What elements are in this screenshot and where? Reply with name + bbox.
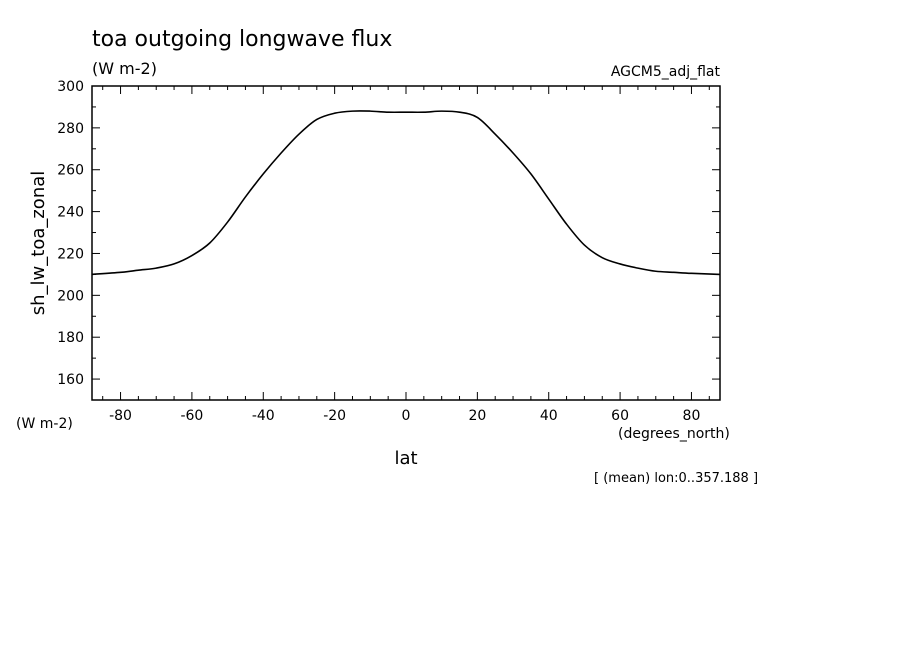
series-line-0	[91, 110, 721, 276]
series-group	[91, 110, 721, 276]
y-tick-label: 180	[57, 330, 84, 346]
y-tick-label: 280	[57, 121, 84, 137]
x-tick-label: -40	[252, 408, 275, 424]
y-tick-label: 220	[57, 246, 84, 262]
y-tick-label: 160	[57, 372, 84, 388]
plot-frame	[91, 85, 721, 401]
y-axis-units: (W m-2)	[16, 416, 73, 432]
x-tick-label: -60	[180, 408, 203, 424]
y-tick-label: 300	[57, 79, 84, 95]
x-tick-label: 20	[468, 408, 486, 424]
x-axis-units: (degrees_north)	[618, 426, 730, 442]
x-tick-label: 0	[402, 408, 411, 424]
x-tick-label: 60	[611, 408, 629, 424]
y-tick-label: 260	[57, 163, 84, 179]
x-tick-label: -80	[109, 408, 132, 424]
x-tick-label: 80	[683, 408, 701, 424]
y-axis-label: sh_lw_toa_zonal	[28, 171, 49, 316]
dataset-label: AGCM5_adj_flat	[611, 64, 721, 80]
footnote: [ (mean) lon:0..357.188 ]	[594, 471, 758, 486]
x-ticks: -80 -60 -40 -20 0 20 40 60 80	[102, 86, 710, 424]
x-axis-label: lat	[394, 448, 417, 469]
x-tick-label: -20	[323, 408, 346, 424]
y-tick-label: 240	[57, 205, 84, 221]
y-ticks: 160 180 200 220 240 260 280 300	[57, 79, 720, 401]
x-tick-label: 40	[540, 408, 558, 424]
chart-subtitle: (W m-2)	[92, 59, 157, 78]
chart-title: toa outgoing longwave flux	[92, 27, 392, 52]
y-tick-label: 200	[57, 288, 84, 304]
